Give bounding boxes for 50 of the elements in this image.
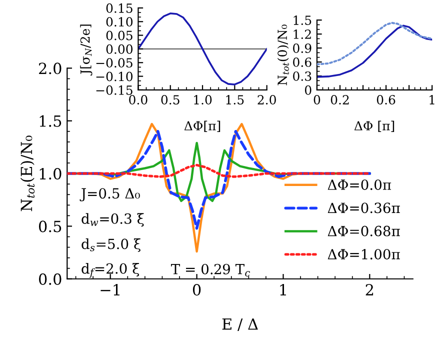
x-tick-label: 1.5: [226, 95, 244, 104]
y-tick-label: 1.5: [40, 115, 62, 127]
x-tick-label: 0: [192, 284, 201, 296]
x-tick-label: 1.0: [194, 95, 212, 104]
line-series: [138, 12, 267, 86]
x-tick-label: 0.0: [129, 95, 148, 104]
x-axis-title: E / Δ: [222, 318, 258, 331]
y-tick-label: 0.15: [106, 3, 132, 13]
legend-label: ΔΦ=0.68π: [328, 226, 400, 236]
y-axis-title: N$_{tot}$(0)/N₀: [277, 24, 289, 86]
annotation: T = 0.29 T$_{c}$: [171, 264, 250, 276]
y-tick-label: −0.10: [96, 72, 133, 82]
x-tick-label: 0.5: [161, 95, 180, 104]
annotation: J=0.5 Δ₀: [80, 188, 140, 202]
x-tick-label: 1: [280, 284, 286, 296]
y-tick-label: 0: [304, 85, 312, 95]
x-tick-label: 0.6: [376, 95, 396, 104]
y-tick-label: 0.9: [293, 43, 312, 53]
x-tick-label: 0: [314, 95, 320, 104]
y-tick-label: 1.0: [40, 168, 62, 180]
y-tick-label: 0.05: [106, 30, 132, 40]
legend-label: ΔΦ=0.0π: [328, 179, 392, 190]
legend-label: ΔΦ=0.36π: [328, 202, 400, 214]
y-tick-label: 0.10: [106, 17, 133, 27]
y-tick-label: 0.5: [38, 220, 62, 232]
y-tick-label: 0.3: [293, 71, 312, 81]
y-tick-label: 1.5: [294, 16, 312, 25]
x-tick-label: 2: [366, 284, 374, 296]
annotation: d$_{s}$=5.0 ξ: [82, 238, 140, 252]
y-axis-title: J[σ$_{N}$/2e]: [80, 24, 92, 76]
y-tick-label: 0.6: [293, 57, 312, 67]
x-tick-label: 0.2: [330, 95, 349, 104]
x-axis-title: ΔΦ[π]: [184, 120, 220, 132]
y-tick-label: 1.2: [294, 30, 311, 39]
x-tick-label: 2.0: [258, 95, 276, 104]
legend-label: ΔΦ=1.00π: [328, 248, 400, 260]
line-series: [316, 22, 432, 66]
x-tick-label: −1: [100, 284, 120, 296]
line-series: [67, 164, 371, 178]
line-series: [316, 24, 432, 78]
x-axis-title: ΔΦ [π]: [354, 120, 394, 132]
y-tick-label: 0.00: [106, 44, 133, 54]
y-axis-title: N$_{tot}$(E)/N₀: [20, 136, 35, 212]
y-tick-label: −0.15: [96, 85, 132, 95]
y-tick-label: 2.0: [39, 62, 62, 74]
y-tick-label: −0.05: [96, 58, 132, 68]
x-tick-label: 1: [430, 95, 434, 104]
annotation: d$_{f}$=2.0 ξ: [82, 263, 140, 278]
y-tick-label: 0.0: [38, 273, 62, 285]
annotation: d$_{w}$=0.3 ξ: [82, 213, 144, 227]
